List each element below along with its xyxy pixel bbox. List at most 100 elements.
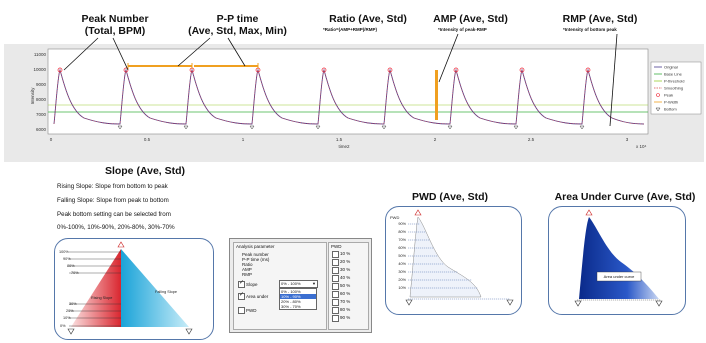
param-item: Peak number [242, 252, 269, 257]
pwd-level-label: 50 % [340, 283, 351, 288]
callout-line [63, 37, 99, 71]
y-axis-label: Intensity [30, 87, 35, 105]
peak-marker [585, 67, 591, 73]
pwd-level-checkbox[interactable] [332, 251, 339, 258]
slope-checkbox[interactable] [238, 279, 245, 288]
legend-item: Bottom [664, 107, 677, 112]
peak-number-subtitle: (Total, BPM) [84, 25, 146, 37]
peak-number-title: Peak Number [81, 13, 149, 25]
level-label: 30% [69, 302, 77, 306]
x-tick: 1 [242, 137, 245, 142]
parameter-group: Analysis parameter Peak number P-P time … [233, 242, 327, 330]
y-tick: 10000 [33, 67, 46, 72]
rmp-title: RMP (Ave, Std) [562, 13, 638, 25]
bottom-marker-icon [405, 299, 413, 306]
pwd-curve [409, 216, 482, 298]
pwd-level-label: 90 % [340, 315, 351, 320]
legend-item: P-Width [664, 100, 678, 105]
pp-time-subtitle: (Ave, Std, Max, Min) [188, 25, 287, 37]
pwd-level-label: 30% [398, 270, 406, 274]
level-label: 0% [60, 324, 66, 328]
slope-desc-falling: Falling Slope: Slope from peak to bottom [57, 197, 169, 204]
auc-figure: Area under curve [574, 209, 663, 307]
analysis-parameter-dialog: Analysis parameter Peak number P-P time … [229, 238, 372, 333]
slope-title: Slope (Ave, Std) [104, 165, 186, 177]
amp-note: *Intensity of peak-RMP [438, 27, 487, 32]
waveform-trace-chart: 11000 10000 9000 8000 7000 6000 Intensit… [4, 44, 704, 162]
amp-header: AMP (Ave, Std) [423, 13, 518, 25]
y-tick: 9000 [36, 82, 47, 87]
pwd-checkbox[interactable] [238, 307, 245, 314]
pp-time-title: P-P time [216, 13, 259, 25]
pwd-level-label: 50% [398, 254, 406, 258]
bottom-marker [381, 125, 387, 130]
ratio-title: Ratio (Ave, Std) [329, 13, 407, 25]
auc-label-box [596, 271, 642, 282]
x-axis-label: time2 [338, 144, 350, 149]
bottom-marker [579, 125, 585, 130]
pwd-axis-label: PWD [390, 215, 399, 220]
param-item: AMP [242, 267, 252, 272]
x-tick: 1.5 [336, 137, 343, 142]
pwd-level-checkbox[interactable] [332, 259, 339, 266]
peak-marker [321, 67, 327, 73]
peak-marker [387, 67, 393, 73]
pwd-group-title: PWD [331, 244, 342, 249]
callout-lines [63, 33, 618, 127]
smoothing-line [53, 69, 645, 125]
pwd-group: PWD 10 % 20 % 30 % 40 % 50 % 60 % 70 % 8… [328, 242, 369, 330]
legend-item: Smoothing [664, 86, 683, 91]
peak-marker-icon [117, 241, 125, 248]
pwd-level-label: 80% [398, 230, 406, 234]
level-label: 100% [59, 250, 69, 254]
peak-number-header: Peak Number (Total, BPM) [70, 13, 160, 37]
slope-desc-options: 0%-100%, 10%-90%, 20%-80%, 30%-70% [57, 224, 175, 231]
range-option[interactable]: 20% - 80% [281, 299, 301, 304]
pwd-level-checkbox[interactable] [332, 267, 339, 274]
peak-marker-icon [585, 209, 593, 216]
pwd-level-checkbox[interactable] [332, 307, 339, 314]
slope-range-options[interactable]: 0% - 100% 10% - 90% 20% - 80% 30% - 70% [279, 288, 317, 310]
slope-range-value: 0% - 100% [281, 281, 301, 286]
pwd-level-checkbox[interactable] [332, 275, 339, 282]
falling-slope-label: Falling Slope [155, 290, 177, 294]
auc-figure-panel: Area under curve [548, 206, 686, 315]
range-option[interactable]: 30% - 70% [281, 304, 301, 309]
pwd-level-label: 90% [398, 222, 406, 226]
level-label: 80% [67, 264, 75, 268]
pwd-level-label: 30 % [340, 267, 351, 272]
x-tick: 0.5 [144, 137, 151, 142]
bottom-marker-icon [574, 300, 582, 307]
level-label: 90% [63, 257, 71, 261]
ratio-note: *Ratio=(AMP+RMP)/RMP) [323, 27, 378, 32]
level-label: 70% [71, 271, 79, 275]
peak-marker-icon [414, 209, 422, 216]
pwd-level-checkbox[interactable] [332, 283, 339, 290]
slope-desc-setting: Peak bottom setting can be selected from [57, 211, 171, 218]
legend-item: P-threshold [664, 79, 684, 84]
level-label: 10% [63, 316, 71, 320]
ratio-header: Ratio (Ave, Std) [318, 13, 418, 25]
range-option[interactable]: 0% - 100% [281, 289, 301, 294]
slope-checkbox-label: Slope [246, 282, 258, 287]
x-axis-exponent: x 10⁴ [636, 144, 647, 149]
dialog-title: Analysis parameter [236, 244, 275, 249]
area-under-checkbox[interactable] [238, 291, 245, 300]
amp-title: AMP (Ave, Std) [433, 13, 508, 25]
x-tick: 2.5 [528, 137, 535, 142]
pwd-level-checkbox[interactable] [332, 299, 339, 306]
callout-line [177, 37, 211, 67]
auc-label: Area under curve [604, 274, 635, 279]
pp-time-header: P-P time (Ave, Std, Max, Min) [180, 13, 295, 37]
slope-range-select[interactable]: 0% - 100% ▼ [279, 280, 318, 288]
bottom-marker-icon [67, 328, 75, 335]
bottom-marker-icon [185, 328, 193, 335]
pwd-level-label: 60% [398, 246, 406, 250]
amp-bar [435, 70, 438, 120]
pwd-level-checkbox[interactable] [332, 315, 339, 322]
slope-figure-panel: 100% 90% 80% 70% 30% 20% 10% 0% Rising S… [54, 238, 214, 340]
bottom-marker [447, 125, 453, 130]
pwd-level-checkbox[interactable] [332, 291, 339, 298]
callout-line [112, 37, 129, 71]
range-option-selected[interactable]: 10% - 90% [280, 294, 316, 299]
